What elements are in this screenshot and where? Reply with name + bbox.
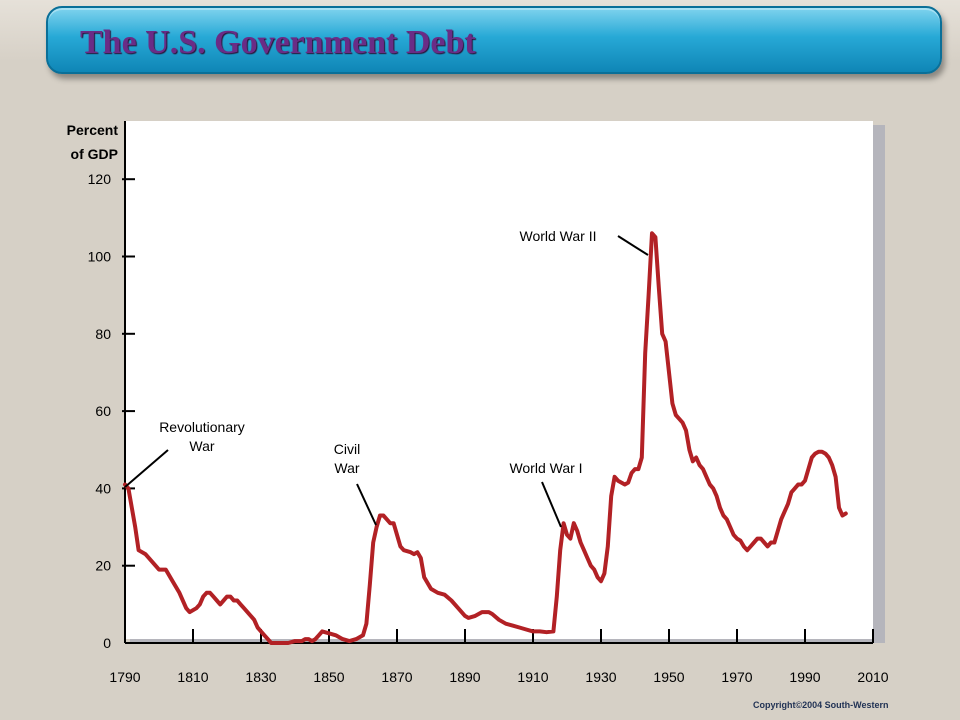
y-tick-label: 60 — [95, 403, 111, 419]
x-tick-label: 1970 — [721, 669, 752, 685]
annotation-label: World War I — [509, 460, 582, 476]
annotations: Revolutionary War Civil War World War I World… — [124, 228, 649, 528]
y-tick-label: 40 — [95, 480, 111, 496]
y-tick-label: 0 — [103, 635, 111, 651]
x-tick-label: 1890 — [449, 669, 480, 685]
x-tick-label: 1950 — [653, 669, 684, 685]
x-ticks: 1790 1810 1830 1850 1870 1890 1910 1930 1950 1970… — [109, 629, 889, 685]
x-tick-label: 1870 — [381, 669, 412, 685]
annotation-leader-line — [617, 235, 649, 256]
y-tick-label: 80 — [95, 326, 111, 342]
annotation-label: War — [189, 438, 214, 454]
y-axis-label-line-2: of GDP — [71, 146, 118, 162]
x-tick-label: 1850 — [313, 669, 344, 685]
title-bar: The U.S. Government Debt — [46, 6, 942, 74]
y-tick-label: 20 — [95, 558, 111, 574]
axes — [124, 121, 873, 644]
annotation-leader-line — [124, 449, 169, 488]
x-tick-label: 1910 — [517, 669, 548, 685]
page-title: The U.S. Government Debt — [80, 24, 476, 61]
y-axis-label-line-1: Percent — [67, 122, 119, 138]
x-tick-label: 1990 — [789, 669, 820, 685]
x-tick-label: 1930 — [585, 669, 616, 685]
debt-series-line — [123, 231, 848, 645]
copyright-text: Copyright©2004 South-Western — [753, 700, 889, 710]
x-tick-label: 1790 — [109, 669, 140, 685]
annotation-label: War — [334, 460, 359, 476]
x-tick-label: 1810 — [177, 669, 208, 685]
annotation-label: Revolutionary — [159, 419, 245, 435]
y-tick-label: 120 — [88, 171, 112, 187]
x-tick-label: 1830 — [245, 669, 276, 685]
annotation-leader-line — [356, 483, 377, 526]
annotation-label: Civil — [334, 441, 360, 457]
annotation-label: World War II — [519, 228, 596, 244]
y-tick-label: 100 — [88, 249, 112, 265]
plot-area — [125, 121, 873, 639]
annotation-leader-line — [541, 481, 562, 528]
y-ticks: 0 20 40 60 80 100 120 — [88, 171, 135, 651]
x-tick-label: 2010 — [857, 669, 888, 685]
